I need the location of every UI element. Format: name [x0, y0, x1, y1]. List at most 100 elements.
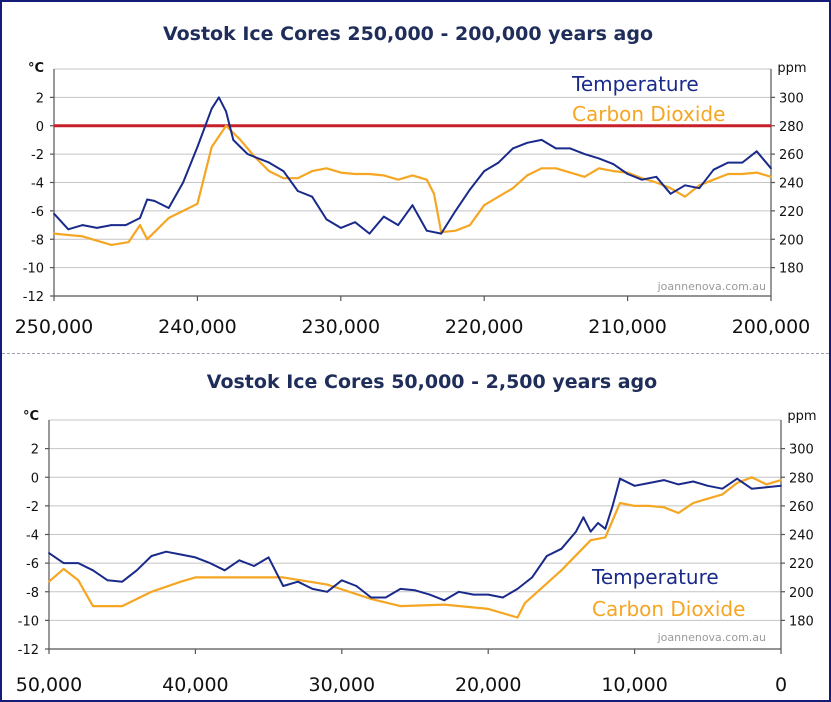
data-point-carbon-dioxide [770, 175, 772, 178]
data-point-carbon-dioxide [225, 124, 227, 127]
data-point-temperature [762, 158, 765, 161]
x-tick-label: 40,000 [162, 674, 228, 696]
y-tick-label-left: -10 [18, 614, 39, 629]
data-point-temperature [96, 227, 98, 229]
data-point-carbon-dioxide [721, 493, 724, 496]
x-tick-label: 200,000 [732, 316, 811, 338]
x-tick-label: 220,000 [445, 316, 524, 338]
data-point-temperature [268, 161, 270, 164]
chart-title: Vostok Ice Cores 250,000 - 200,000 years… [163, 23, 653, 45]
data-point-carbon-dioxide [516, 616, 519, 619]
data-point-carbon-dioxide [583, 175, 586, 178]
y-tick-label-right: 220 [789, 557, 814, 572]
data-point-temperature [483, 170, 486, 173]
data-point-temperature [540, 139, 543, 141]
data-point-temperature [765, 486, 768, 489]
data-point-temperature [67, 228, 70, 231]
legend-carbon-dioxide: Carbon Dioxide [592, 597, 745, 621]
data-point-temperature [253, 156, 256, 158]
data-point-temperature [110, 224, 113, 226]
data-point-carbon-dioxide [411, 174, 414, 177]
data-point-temperature [516, 587, 519, 590]
data-point-carbon-dioxide [454, 229, 457, 232]
data-point-temperature [583, 153, 586, 156]
data-point-temperature [458, 590, 460, 593]
data-point-temperature [560, 547, 563, 550]
y-axis-unit-left: °C [28, 61, 44, 76]
data-point-temperature [750, 487, 753, 490]
data-point-temperature [135, 569, 138, 572]
data-point-carbon-dioxide [750, 476, 753, 479]
data-point-temperature [626, 173, 629, 175]
data-point-carbon-dioxide [569, 171, 572, 174]
data-point-carbon-dioxide [706, 497, 709, 500]
x-tick-label: 10,000 [601, 674, 667, 696]
data-point-temperature [296, 580, 299, 583]
data-point-temperature [662, 479, 665, 482]
y-tick-label-left: -2 [26, 500, 39, 515]
data-point-temperature [53, 212, 55, 215]
data-point-temperature [81, 224, 84, 226]
data-point-carbon-dioxide [540, 167, 543, 170]
y-tick-label-left: -2 [31, 148, 44, 163]
data-point-carbon-dioxide [523, 602, 526, 605]
data-point-carbon-dioxide [765, 483, 768, 486]
data-point-temperature [267, 556, 270, 559]
y-tick-label-right: 220 [779, 205, 804, 220]
data-point-carbon-dioxide [92, 605, 94, 607]
data-point-temperature [397, 224, 400, 226]
data-point-temperature [340, 579, 343, 582]
y-axis-unit-right: ppm [787, 409, 816, 424]
data-point-carbon-dioxide [182, 209, 184, 212]
data-point-temperature [468, 188, 471, 191]
data-point-temperature [736, 477, 738, 480]
data-point-carbon-dioxide [425, 178, 428, 181]
x-tick-label: 30,000 [309, 674, 375, 696]
data-point-carbon-dioxide [48, 580, 50, 583]
data-point-temperature [706, 484, 709, 487]
y-tick-label-right: 300 [789, 443, 814, 458]
y-tick-label-right: 200 [779, 233, 804, 248]
y-tick-label-right: 260 [789, 500, 814, 515]
data-point-carbon-dioxide [662, 506, 665, 509]
data-point-temperature [677, 483, 680, 486]
legend-carbon-dioxide: Carbon Dioxide [572, 102, 725, 126]
data-point-temperature [370, 596, 372, 599]
y-axis-unit-left: °C [23, 409, 39, 424]
series-line-carbon-dioxide [53, 124, 772, 246]
data-point-temperature [487, 593, 490, 596]
data-point-temperature [612, 163, 615, 165]
data-point-carbon-dioxide [110, 244, 113, 246]
data-point-temperature [598, 157, 600, 160]
data-point-temperature [239, 146, 242, 148]
data-point-temperature [196, 146, 199, 148]
y-tick-label-right: 280 [789, 471, 814, 486]
data-point-carbon-dioxide [655, 181, 658, 184]
data-point-temperature [440, 232, 443, 235]
data-point-carbon-dioxide [483, 204, 486, 207]
data-point-temperature [368, 232, 371, 235]
data-point-carbon-dioxide [209, 576, 211, 579]
legend-temperature: Temperature [571, 72, 699, 96]
data-point-temperature [648, 482, 651, 484]
data-point-temperature [526, 141, 529, 144]
y-tick-label-right: 240 [789, 529, 814, 544]
y-axis-unit-right: ppm [777, 61, 806, 76]
data-point-temperature [77, 562, 80, 565]
data-point-carbon-dioxide [468, 224, 471, 226]
data-point-temperature [153, 200, 156, 202]
y-tick-label-left: 0 [31, 471, 39, 486]
chart-250k-200k: Vostok Ice Cores 250,000 - 200,000 years… [15, 23, 811, 338]
data-point-carbon-dioxide [382, 174, 385, 177]
data-point-carbon-dioxide [727, 173, 729, 175]
data-point-carbon-dioxide [555, 167, 557, 170]
data-point-temperature [555, 147, 557, 150]
data-point-temperature [48, 552, 50, 555]
x-tick-label: 210,000 [588, 316, 667, 338]
data-point-carbon-dioxide [194, 576, 197, 579]
data-point-carbon-dioxide [53, 232, 55, 235]
data-point-carbon-dioxide [239, 139, 242, 141]
y-tick-label-left: -6 [31, 205, 44, 220]
data-point-carbon-dioxide [339, 171, 342, 174]
data-point-temperature [296, 190, 299, 192]
